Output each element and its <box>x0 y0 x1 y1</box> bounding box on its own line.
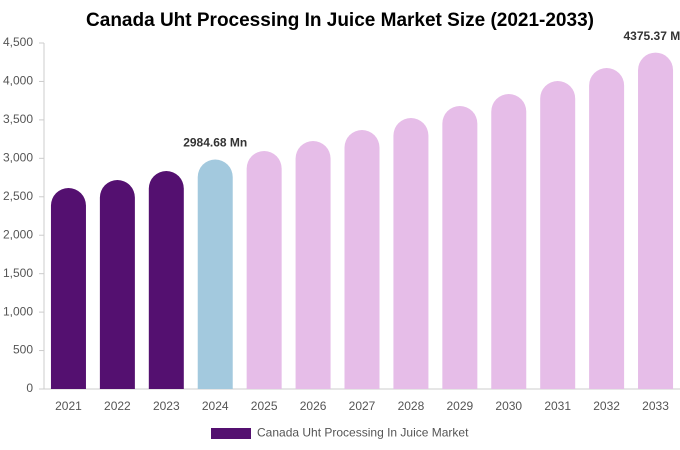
y-tick-label: 3,500 <box>3 112 33 126</box>
bar <box>393 118 429 389</box>
bar <box>442 106 478 389</box>
x-tick-label: 2029 <box>446 399 473 413</box>
x-tick-label: 2027 <box>349 399 376 413</box>
data-label: 4375.37 Mn <box>624 29 680 43</box>
x-tick-label: 2021 <box>55 399 82 413</box>
bar <box>246 151 282 389</box>
x-tick-label: 2033 <box>642 399 669 413</box>
x-tick-label: 2023 <box>153 399 180 413</box>
y-tick-label: 3,000 <box>3 151 33 165</box>
legend-label: Canada Uht Processing In Juice Market <box>257 426 469 440</box>
y-tick-label: 1,500 <box>3 266 33 280</box>
bar <box>638 52 674 389</box>
data-label: 2984.68 Mn <box>183 136 247 150</box>
y-tick-label: 4,500 <box>3 35 33 49</box>
bar <box>344 130 380 390</box>
y-tick-label: 1,000 <box>3 304 33 318</box>
x-tick-label: 2031 <box>544 399 571 413</box>
y-tick-label: 2,500 <box>3 189 33 203</box>
x-tick-label: 2032 <box>593 399 620 413</box>
bar <box>589 67 625 389</box>
bar <box>295 141 331 389</box>
x-tick-label: 2030 <box>495 399 522 413</box>
x-tick-label: 2025 <box>251 399 278 413</box>
y-tick-label: 0 <box>26 381 33 395</box>
bar <box>197 159 233 389</box>
x-tick-label: 2022 <box>104 399 131 413</box>
chart-title: Canada Uht Processing In Juice Market Si… <box>86 10 594 31</box>
y-tick-label: 4,000 <box>3 74 33 88</box>
y-tick-label: 2,000 <box>3 227 33 241</box>
x-tick-label: 2028 <box>398 399 425 413</box>
y-tick-label: 500 <box>13 343 33 357</box>
bar <box>491 94 527 389</box>
bar <box>50 188 86 389</box>
x-tick-label: 2024 <box>202 399 229 413</box>
bar <box>148 171 184 389</box>
x-tick-label: 2026 <box>300 399 327 413</box>
legend-swatch <box>211 428 251 439</box>
bar <box>540 80 576 390</box>
bar <box>99 180 135 389</box>
